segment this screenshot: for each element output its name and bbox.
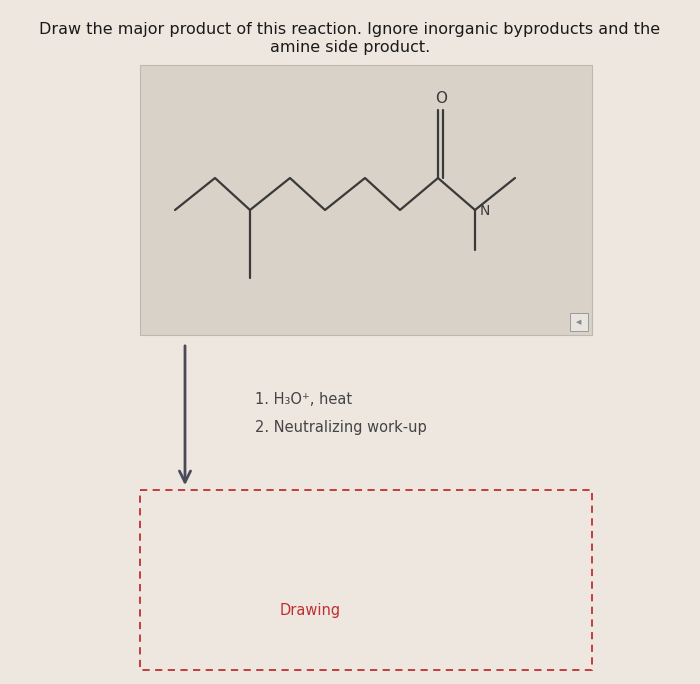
- Text: amine side product.: amine side product.: [270, 40, 430, 55]
- Text: Drawing: Drawing: [279, 603, 341, 618]
- Text: O: O: [435, 91, 447, 106]
- Text: ◀: ◀: [576, 319, 582, 325]
- Text: 1. H₃O⁺, heat: 1. H₃O⁺, heat: [255, 392, 352, 407]
- Text: Draw the major product of this reaction. Ignore inorganic byproducts and the: Draw the major product of this reaction.…: [39, 22, 661, 37]
- Text: N: N: [480, 204, 491, 218]
- Bar: [140, 65, 592, 335]
- Bar: [140, 490, 592, 670]
- Bar: [570, 313, 588, 331]
- Text: 2. Neutralizing work-up: 2. Neutralizing work-up: [255, 420, 427, 435]
